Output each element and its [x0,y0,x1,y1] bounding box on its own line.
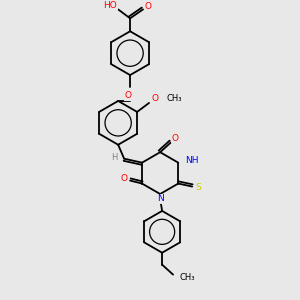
Text: O: O [152,94,158,103]
Text: O: O [172,134,178,143]
Text: O: O [145,2,152,11]
Text: NH: NH [185,156,199,165]
Text: CH₃: CH₃ [179,273,194,282]
Text: O: O [124,92,132,100]
Text: HO: HO [103,1,117,10]
Text: CH₃: CH₃ [167,94,182,103]
Text: S: S [195,183,201,192]
Text: H: H [111,153,117,162]
Text: N: N [157,194,164,203]
Text: O: O [121,174,128,183]
